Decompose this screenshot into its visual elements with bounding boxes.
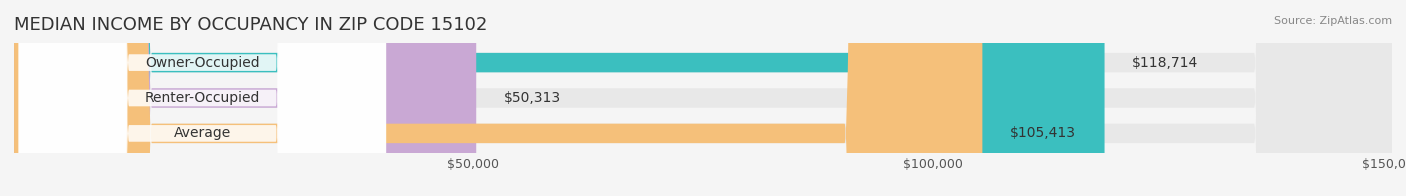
FancyBboxPatch shape [14, 0, 477, 196]
Text: $118,714: $118,714 [1132, 56, 1198, 70]
FancyBboxPatch shape [14, 0, 1392, 196]
FancyBboxPatch shape [14, 0, 1392, 196]
FancyBboxPatch shape [18, 0, 387, 196]
Text: MEDIAN INCOME BY OCCUPANCY IN ZIP CODE 15102: MEDIAN INCOME BY OCCUPANCY IN ZIP CODE 1… [14, 16, 488, 34]
Text: $50,313: $50,313 [503, 91, 561, 105]
FancyBboxPatch shape [14, 0, 1105, 196]
FancyBboxPatch shape [18, 0, 387, 196]
Text: Owner-Occupied: Owner-Occupied [145, 56, 260, 70]
Text: Renter-Occupied: Renter-Occupied [145, 91, 260, 105]
Text: $105,413: $105,413 [1010, 126, 1076, 140]
FancyBboxPatch shape [14, 0, 983, 196]
FancyBboxPatch shape [14, 0, 1392, 196]
Text: Average: Average [174, 126, 231, 140]
FancyBboxPatch shape [18, 0, 387, 196]
Text: Source: ZipAtlas.com: Source: ZipAtlas.com [1274, 16, 1392, 26]
